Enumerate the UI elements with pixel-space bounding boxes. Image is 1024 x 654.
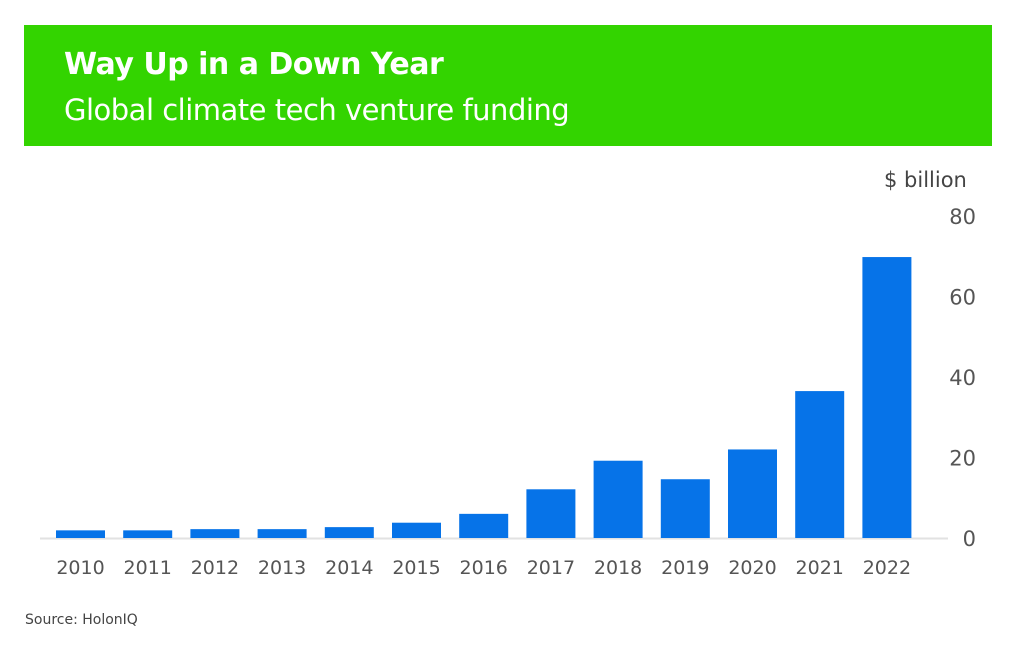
bar-2019: [660, 479, 710, 538]
bar-2010: [56, 530, 105, 538]
chart-subtitle: Global climate tech venture funding: [64, 93, 570, 127]
bar-2012: [190, 529, 240, 538]
header-banner: Way Up in a Down Year Global climate tec…: [24, 25, 992, 146]
x-tick-label: 2015: [392, 557, 440, 579]
x-tick-label: 2018: [594, 557, 642, 579]
x-tick-label: 2019: [661, 557, 709, 579]
bar-2018: [593, 460, 643, 538]
bar-2020: [728, 449, 777, 538]
x-tick-label: 2021: [796, 557, 844, 579]
bar-2021: [795, 391, 845, 538]
bar-2013: [257, 529, 307, 538]
x-tick-label: 2010: [56, 557, 104, 579]
y-tick-label: 0: [963, 527, 976, 551]
bar-2016: [459, 513, 509, 538]
source-note: Source: HolonIQ: [25, 612, 138, 628]
x-tick-label: 2013: [258, 557, 306, 579]
y-tick-label: 20: [949, 447, 976, 471]
x-tick-label: 2012: [191, 557, 239, 579]
x-tick-label: 2011: [124, 557, 172, 579]
y-tick-label: 40: [949, 366, 976, 390]
x-tick-label: 2017: [527, 557, 575, 579]
bar-2011: [123, 530, 173, 538]
y-tick-label: 80: [949, 205, 976, 229]
bar-2014: [324, 527, 374, 538]
x-tick-label: 2016: [460, 557, 508, 579]
chart-title: Way Up in a Down Year: [64, 47, 444, 82]
x-tick-label: 2014: [325, 557, 373, 579]
x-tick-label: 2022: [863, 557, 911, 579]
bar-2017: [526, 489, 576, 538]
bar-2015: [392, 522, 441, 538]
y-tick-label: 60: [949, 286, 976, 310]
y-axis-label: $ billion: [884, 168, 967, 192]
bar-2022: [862, 257, 912, 538]
x-tick-label: 2020: [728, 557, 776, 579]
